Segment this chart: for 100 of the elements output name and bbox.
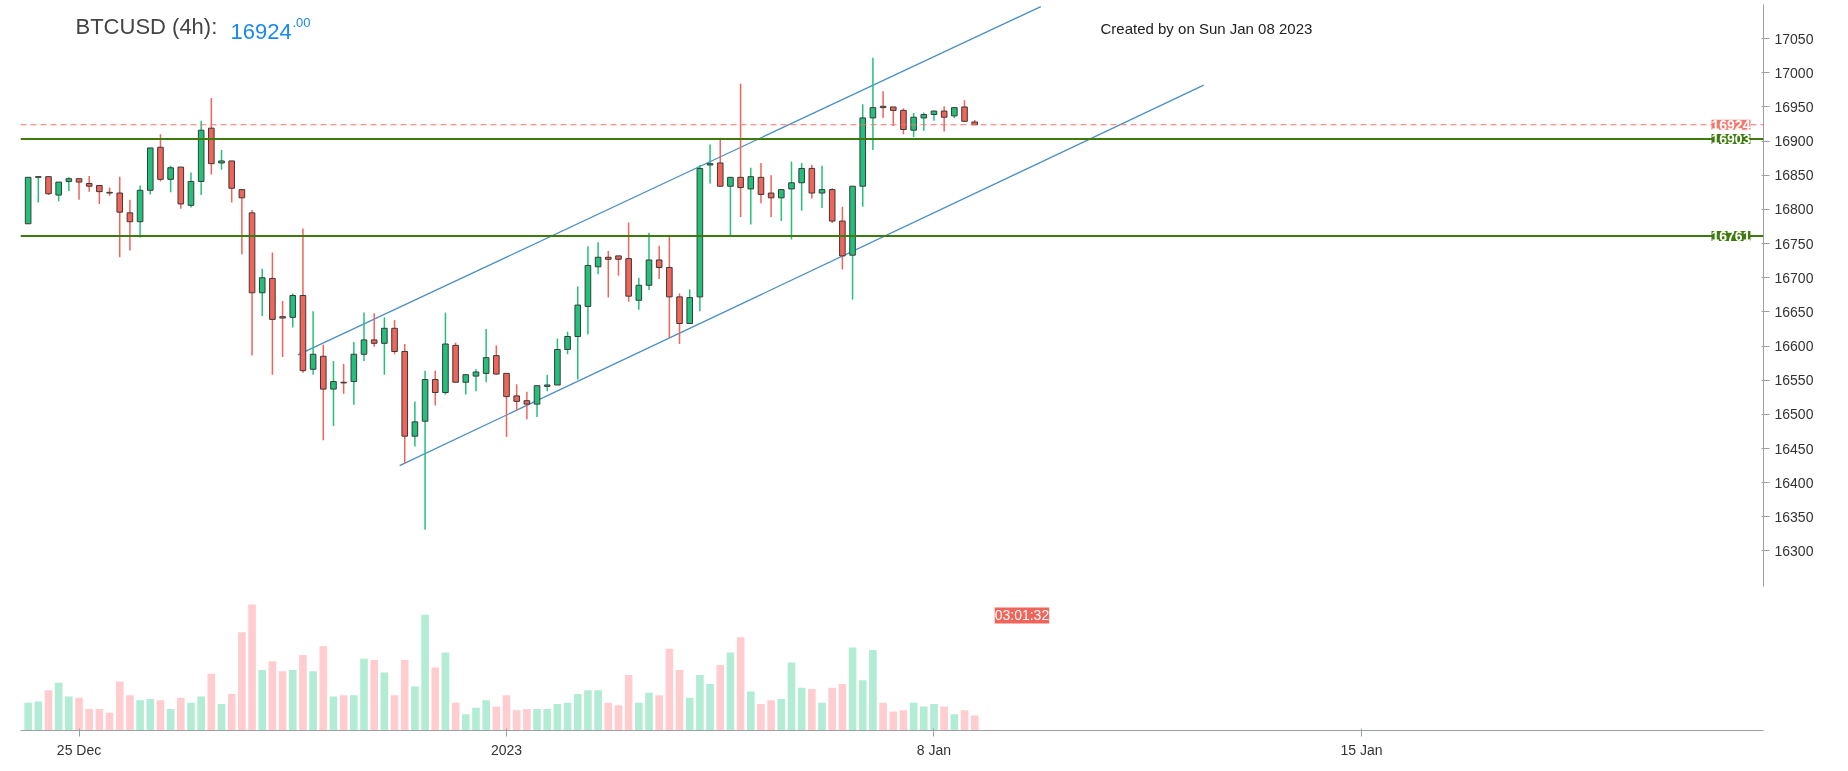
y-tick-label: 16600 xyxy=(1774,338,1814,355)
bar xyxy=(940,706,948,731)
candlestick xyxy=(472,368,480,392)
x-tick-label: 2023 xyxy=(490,741,523,758)
bar xyxy=(44,690,53,731)
bar xyxy=(85,709,94,731)
candlestick xyxy=(340,363,347,395)
candlestick xyxy=(391,319,398,355)
bar xyxy=(665,648,674,731)
candlestick xyxy=(360,311,368,362)
bar xyxy=(65,696,73,731)
y-tick-label: 16750 xyxy=(1774,235,1814,252)
candlestick xyxy=(96,184,103,205)
bar xyxy=(767,700,775,731)
bar xyxy=(380,672,389,731)
candlestick xyxy=(533,384,541,418)
candlestick xyxy=(900,107,907,136)
x-tick-label: 25 Dec xyxy=(56,741,102,758)
bar xyxy=(930,704,938,731)
bar xyxy=(502,695,511,731)
bar xyxy=(350,695,358,731)
bar xyxy=(441,652,450,731)
candlestick xyxy=(655,244,663,280)
bar xyxy=(400,659,409,731)
candlestick xyxy=(594,241,602,276)
bar xyxy=(563,702,572,731)
candlestick xyxy=(818,164,826,209)
bar xyxy=(523,709,531,731)
candlestick xyxy=(920,111,928,132)
candlestick xyxy=(35,175,42,204)
bar xyxy=(746,691,755,731)
bar xyxy=(726,652,735,731)
candlestick xyxy=(65,176,73,192)
bar xyxy=(624,675,633,731)
bar xyxy=(421,614,429,731)
candlestick xyxy=(523,391,531,420)
candlestick xyxy=(493,344,500,376)
bar xyxy=(787,662,796,731)
bar xyxy=(34,701,43,731)
bar xyxy=(543,709,552,731)
bar xyxy=(950,714,959,731)
bar xyxy=(482,700,490,731)
bar xyxy=(126,695,134,731)
bar xyxy=(227,693,236,731)
bar xyxy=(156,700,165,731)
candlestick xyxy=(727,176,734,238)
candlestick xyxy=(513,383,520,412)
candlestick xyxy=(289,292,297,329)
candlestick xyxy=(462,373,470,396)
bar xyxy=(431,667,440,731)
y-tick-label: 16300 xyxy=(1774,542,1814,559)
candlestick xyxy=(940,105,948,133)
bar xyxy=(696,675,704,731)
candlestick xyxy=(869,57,877,151)
candlestick xyxy=(218,149,225,171)
bar xyxy=(879,702,887,731)
bar xyxy=(472,707,480,731)
candlestick xyxy=(482,328,490,383)
candlestick xyxy=(737,82,744,218)
candlestick xyxy=(706,143,714,185)
candlestick xyxy=(370,312,378,348)
candlestick xyxy=(961,99,968,123)
y-tick-label: 16550 xyxy=(1774,372,1814,389)
bar xyxy=(187,702,195,731)
ref-line-label: 16924 xyxy=(1711,116,1751,133)
bar xyxy=(461,714,470,731)
bar xyxy=(278,671,287,731)
candlestick xyxy=(635,276,643,311)
candlestick xyxy=(910,112,917,138)
candlestick xyxy=(889,106,897,127)
bar xyxy=(248,604,256,731)
bar xyxy=(685,697,694,731)
candlestick xyxy=(788,160,795,241)
y-tick-label: 16650 xyxy=(1774,303,1814,320)
bar xyxy=(828,687,837,731)
bar xyxy=(370,659,379,731)
y-tick-label: 16800 xyxy=(1774,201,1814,218)
candlestick xyxy=(116,175,124,258)
bar xyxy=(909,702,918,731)
bar xyxy=(919,706,928,731)
annotation: Created by on Sun Jan 08 2023 xyxy=(1100,19,1313,37)
candlestick xyxy=(45,175,52,196)
bar xyxy=(675,670,684,731)
candlestick xyxy=(187,171,195,209)
bar xyxy=(553,704,562,731)
bar xyxy=(635,702,643,731)
bar xyxy=(797,687,806,731)
bar xyxy=(858,680,867,731)
bar xyxy=(339,695,348,731)
bar xyxy=(136,700,144,731)
bar xyxy=(573,693,582,731)
candlestick xyxy=(75,177,83,201)
x-tick-label: 15 Jan xyxy=(1340,741,1383,758)
bar xyxy=(411,686,419,731)
candlestick xyxy=(279,300,286,358)
bar xyxy=(716,665,725,731)
candlestick xyxy=(381,316,388,376)
bar xyxy=(757,704,765,731)
candlestick xyxy=(431,369,439,407)
ref-line-label: 16761 xyxy=(1711,228,1751,245)
